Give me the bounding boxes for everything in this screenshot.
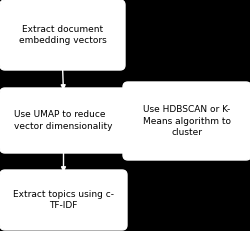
Text: Use HDBSCAN or K-
Means algorithm to
cluster: Use HDBSCAN or K- Means algorithm to clu… (142, 105, 230, 137)
FancyBboxPatch shape (122, 82, 250, 160)
Text: Use UMAP to reduce
vector dimensionality: Use UMAP to reduce vector dimensionality (14, 110, 112, 131)
FancyBboxPatch shape (0, 0, 124, 70)
Text: Extract topics using c-
TF-IDF: Extract topics using c- TF-IDF (13, 190, 114, 210)
FancyBboxPatch shape (0, 88, 126, 153)
Text: Extract document
embedding vectors: Extract document embedding vectors (18, 25, 106, 45)
FancyBboxPatch shape (0, 170, 126, 230)
